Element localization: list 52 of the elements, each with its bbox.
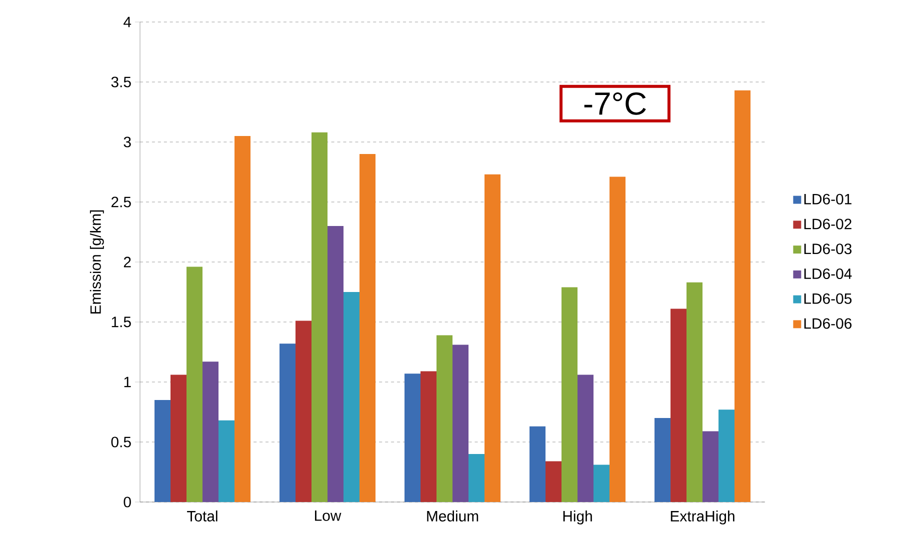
bar [562,287,578,502]
bar [296,320,312,502]
bar [328,226,344,502]
bar [578,374,594,502]
x-tick-label: Medium [427,510,478,522]
y-tick-label: 3.5 [111,76,131,88]
bar [546,461,562,502]
bar [734,90,751,502]
bar [452,344,469,502]
bar [234,136,251,502]
bar [654,418,671,502]
legend-label: LD6-01 [804,194,852,204]
bar [312,132,328,502]
legend-label: LD6-02 [804,218,852,230]
bar [718,410,735,502]
bar [280,344,296,502]
x-tick-label: Total [187,510,218,522]
bar [702,431,719,502]
y-tick-label: 2 [124,256,131,268]
y-tick-label: 0 [124,496,131,508]
bar [530,426,546,502]
y-tick-label: 2.5 [111,196,131,208]
y-tick-label: 3 [124,136,131,148]
legend-label: LD6-06 [804,318,852,329]
bar [436,335,453,502]
bar [404,374,421,502]
legend-label: LD6-04 [804,268,852,280]
bar [686,282,703,502]
bar [468,454,485,502]
bar [420,371,437,502]
x-tick-label: Low [315,510,342,521]
bar [344,292,360,502]
bar [154,400,170,502]
bar [670,308,687,502]
bar [218,420,235,502]
legend-label: LD6-03 [804,244,852,254]
y-axis-title: Emission [g/km] [90,210,104,314]
y-tick-label: 1.5 [112,316,131,328]
legend-label: LD6-05 [804,293,852,304]
bar [484,174,501,502]
bar [360,154,376,502]
bar [202,362,218,502]
y-tick-label: 1 [124,376,131,388]
x-tick-label: ExtraHigh [670,510,734,524]
bar [610,176,626,502]
x-tick-label: High [563,510,592,524]
annotation: -7°C [584,92,646,115]
bar [170,374,186,502]
y-tick-label: 0.5 [111,436,131,448]
bar [186,266,202,502]
bar [594,464,610,502]
y-tick-label: 4 [124,16,132,28]
